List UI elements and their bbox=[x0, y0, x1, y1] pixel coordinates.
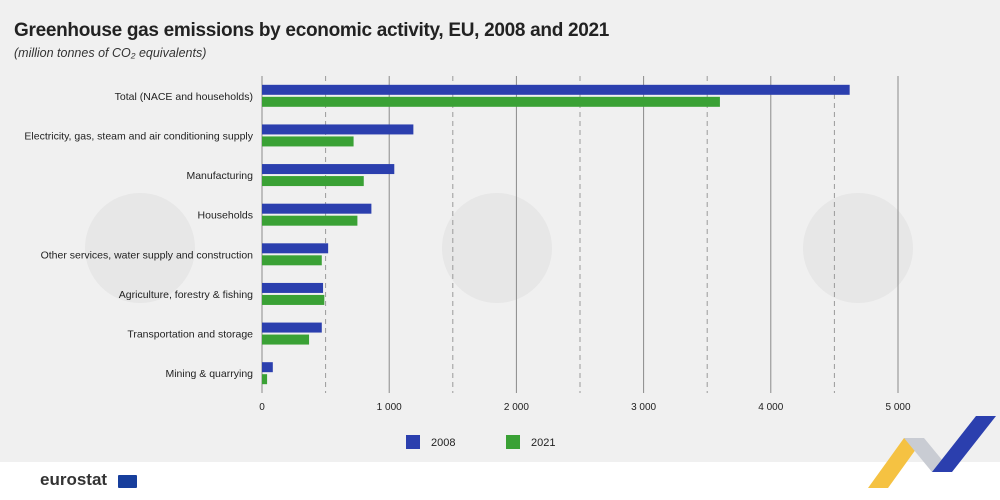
bar-2008 bbox=[262, 282, 324, 293]
x-tick-label: 0 bbox=[259, 402, 265, 413]
bar-2021 bbox=[262, 136, 354, 147]
category-label: Agriculture, forestry & fishing bbox=[119, 289, 253, 301]
bar-2021 bbox=[262, 294, 325, 305]
eu-flag-icon bbox=[118, 475, 137, 488]
corner-ribbon-icon bbox=[868, 416, 996, 488]
watermark-2 bbox=[442, 193, 552, 303]
category-label: Mining & quarrying bbox=[165, 368, 253, 380]
eurostat-logo: eurostat bbox=[40, 470, 108, 489]
x-tick-label: 2 000 bbox=[504, 402, 529, 413]
bar-2008 bbox=[262, 362, 273, 373]
watermark-3 bbox=[803, 193, 913, 303]
bar-2021 bbox=[262, 215, 358, 226]
bar-2008 bbox=[262, 164, 395, 175]
bar-2021 bbox=[262, 255, 322, 266]
bar-2008 bbox=[262, 84, 850, 95]
x-tick-label: 5 000 bbox=[885, 402, 910, 413]
bar-2008 bbox=[262, 124, 414, 135]
footer: eurostat bbox=[0, 416, 1000, 500]
bar-2021 bbox=[262, 96, 720, 107]
chart-title: Greenhouse gas emissions by economic act… bbox=[14, 20, 610, 41]
legend-label-2008: 2008 bbox=[431, 437, 455, 449]
category-label: Transportation and storage bbox=[127, 329, 253, 341]
bar-2008 bbox=[262, 243, 329, 254]
x-tick-label: 1 000 bbox=[377, 402, 402, 413]
category-label: Other services, water supply and constru… bbox=[41, 249, 254, 261]
chart-subtitle: (million tonnes of CO₂ equivalents) bbox=[14, 46, 207, 60]
legend-swatch-2021 bbox=[506, 435, 520, 449]
x-tick-label: 4 000 bbox=[758, 402, 783, 413]
legend-label-2021: 2021 bbox=[531, 437, 555, 449]
bar-2021 bbox=[262, 374, 268, 385]
category-label: Households bbox=[198, 210, 253, 222]
bar-chart: 0 1 000 2 000 3 000 4 000 5 000 Total (NACE an… bbox=[24, 76, 913, 449]
watermark-1 bbox=[85, 193, 195, 303]
chart-panel: Greenhouse gas emissions by economic act… bbox=[0, 0, 1000, 462]
bar-2008 bbox=[262, 322, 322, 333]
category-label: Total (NACE and households) bbox=[115, 91, 253, 103]
category-label: Manufacturing bbox=[186, 170, 253, 182]
legend-swatch-2008 bbox=[406, 435, 420, 449]
category-label: Electricity, gas, steam and air conditio… bbox=[24, 130, 253, 142]
bar-2021 bbox=[262, 176, 364, 187]
bar-2021 bbox=[262, 334, 310, 345]
x-tick-label: 3 000 bbox=[631, 402, 656, 413]
bar-2008 bbox=[262, 203, 372, 214]
